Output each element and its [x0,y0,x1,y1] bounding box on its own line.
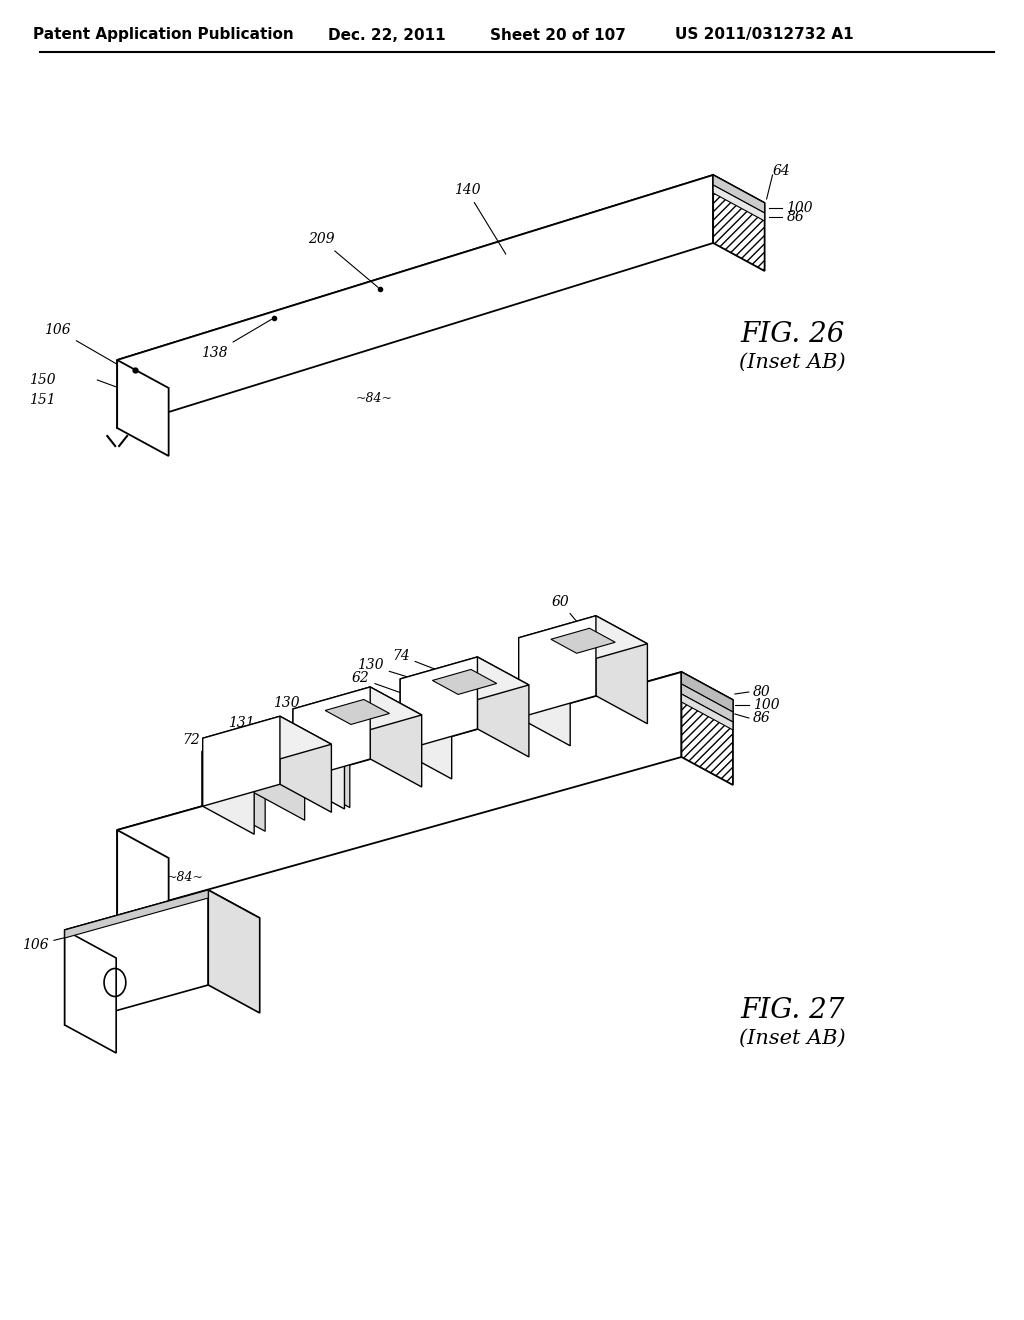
Polygon shape [202,748,214,807]
Text: FIG. 26: FIG. 26 [740,322,845,348]
Text: 138: 138 [201,319,271,360]
Polygon shape [681,694,733,730]
Polygon shape [293,686,422,737]
Polygon shape [477,657,529,756]
Text: 86: 86 [753,711,770,725]
Polygon shape [293,686,371,781]
Polygon shape [596,615,647,723]
Text: 209: 209 [307,232,378,288]
Text: 100: 100 [753,698,779,711]
Polygon shape [117,176,713,428]
Polygon shape [681,672,733,785]
Polygon shape [293,709,344,809]
Polygon shape [203,717,280,807]
Polygon shape [253,738,305,820]
Text: Dec. 22, 2011: Dec. 22, 2011 [328,28,445,42]
Polygon shape [298,725,350,808]
Text: 72: 72 [182,733,239,756]
Polygon shape [242,738,253,795]
Polygon shape [117,672,733,858]
Text: 140: 140 [454,183,506,255]
Polygon shape [203,738,254,834]
Polygon shape [713,185,765,220]
Text: 106: 106 [22,920,134,952]
Text: 130: 130 [357,659,425,682]
Polygon shape [117,830,169,942]
Text: 130: 130 [273,696,329,719]
Polygon shape [65,890,260,958]
Polygon shape [400,678,452,779]
Polygon shape [287,725,298,783]
Polygon shape [326,700,389,725]
Polygon shape [117,360,169,455]
Polygon shape [117,176,765,388]
Polygon shape [65,890,208,1026]
Polygon shape [400,657,477,751]
Text: 131: 131 [228,717,284,739]
Polygon shape [208,890,260,1012]
Polygon shape [371,686,422,787]
Polygon shape [280,717,332,812]
Text: (Inset AB): (Inset AB) [739,1028,846,1048]
Polygon shape [65,890,208,939]
Text: ~84~: ~84~ [167,871,204,884]
Polygon shape [117,672,681,915]
Text: 74: 74 [392,649,454,676]
Polygon shape [681,684,733,722]
Polygon shape [713,176,765,271]
Text: 60: 60 [551,594,579,623]
Text: ~84~: ~84~ [355,392,393,405]
Text: 80: 80 [753,685,770,700]
Text: 94: 94 [523,655,542,668]
Text: Sheet 20 of 107: Sheet 20 of 107 [489,28,626,42]
Text: 100: 100 [786,201,813,215]
Polygon shape [519,615,647,665]
Polygon shape [551,628,615,653]
Polygon shape [214,748,265,832]
Text: US 2011/0312732 A1: US 2011/0312732 A1 [675,28,854,42]
Polygon shape [203,717,332,766]
Text: 94: 94 [399,704,417,718]
Text: Patent Application Publication: Patent Application Publication [34,28,294,42]
Polygon shape [65,931,116,1053]
Text: 151: 151 [29,393,55,407]
Polygon shape [713,176,765,213]
Text: 62: 62 [351,672,414,697]
Text: FIG. 27: FIG. 27 [740,997,845,1023]
Text: (Inset AB): (Inset AB) [739,352,846,371]
Polygon shape [519,638,570,746]
Text: 150: 150 [29,374,55,387]
Polygon shape [681,672,733,711]
Text: 106: 106 [44,323,125,368]
Text: 64: 64 [772,164,791,178]
Polygon shape [519,615,596,718]
Polygon shape [400,657,529,708]
Text: 86: 86 [786,210,804,224]
Polygon shape [432,669,497,694]
